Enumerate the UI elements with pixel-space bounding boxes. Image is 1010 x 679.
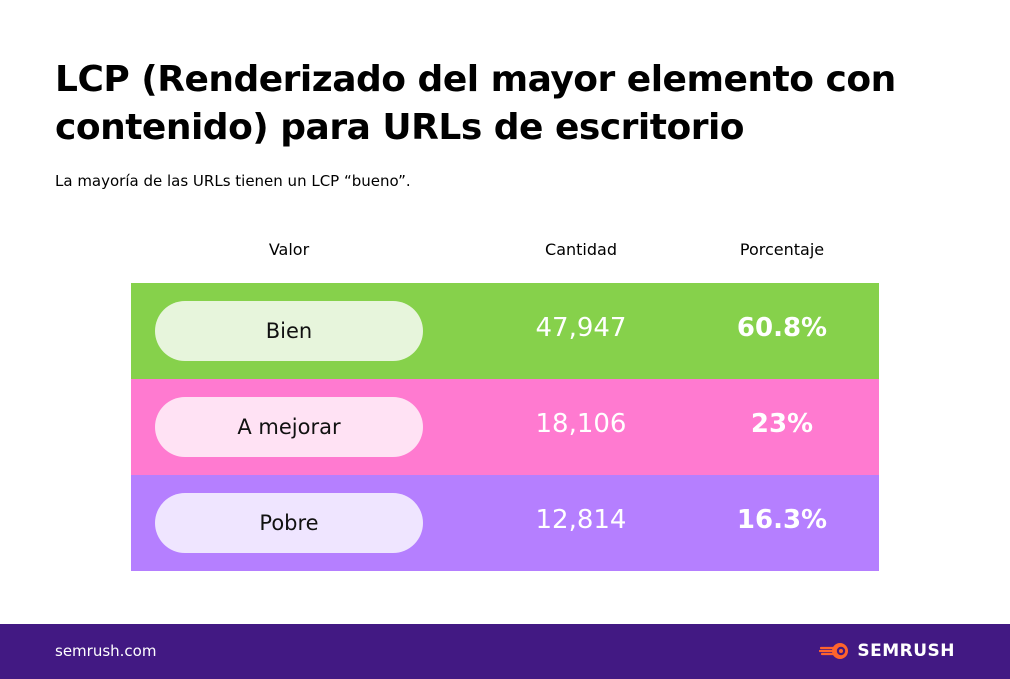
count-cell-pobre: 12,814 <box>535 505 627 535</box>
table-row-a-mejorar: A mejorar 18,106 23% <box>131 379 879 475</box>
count-cell-a-mejorar: 18,106 <box>535 409 627 439</box>
count-cell-bien: 47,947 <box>535 313 627 343</box>
semrush-logo: SEMRUSH <box>819 640 955 662</box>
percent-cell-pobre: 16.3% <box>736 505 828 535</box>
footer-url: semrush.com <box>55 642 157 660</box>
semrush-flame-icon <box>819 643 849 659</box>
table-row-bien: Bien 47,947 60.8% <box>131 283 879 379</box>
brand-name: SEMRUSH <box>857 641 955 661</box>
category-pill-pobre: Pobre <box>155 493 423 553</box>
lcp-table: Bien 47,947 60.8% A mejorar 18,106 23% P… <box>131 283 879 571</box>
page-subtitle: La mayoría de las URLs tienen un LCP “bu… <box>55 172 411 190</box>
column-header-cantidad: Cantidad <box>545 240 617 259</box>
table-row-pobre: Pobre 12,814 16.3% <box>131 475 879 571</box>
category-pill-a-mejorar: A mejorar <box>155 397 423 457</box>
page-title: LCP (Renderizado del mayor elemento con … <box>55 59 896 148</box>
footer-bar: semrush.com SEMRUSH <box>0 624 1010 679</box>
percent-cell-a-mejorar: 23% <box>750 409 814 439</box>
column-header-porcentaje: Porcentaje <box>739 240 825 259</box>
percent-cell-bien: 60.8% <box>736 313 828 343</box>
category-pill-bien: Bien <box>155 301 423 361</box>
column-header-valor: Valor <box>268 240 310 259</box>
